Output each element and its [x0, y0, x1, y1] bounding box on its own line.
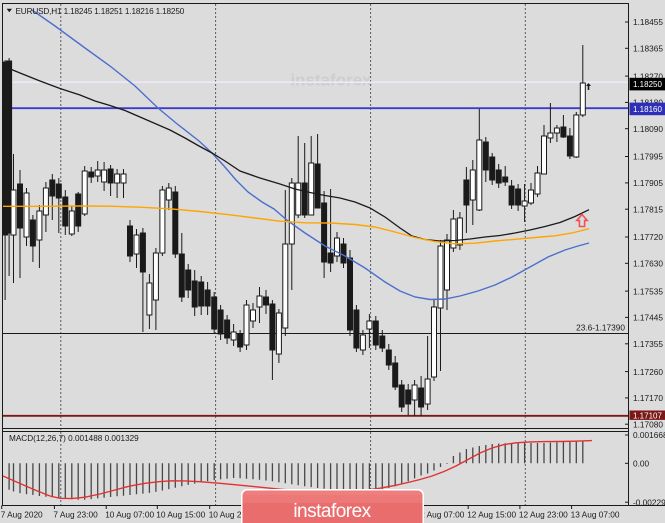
svg-text:1.18365: 1.18365 [633, 44, 663, 54]
svg-text:10 Aug 07:00: 10 Aug 07:00 [105, 510, 154, 520]
svg-text:10 Aug 15:00: 10 Aug 15:00 [156, 510, 205, 520]
svg-text:EURUSD,H1 1.18245 1.18251 1.18: EURUSD,H1 1.18245 1.18251 1.18216 1.1825… [16, 7, 185, 16]
svg-text:instaforex: instaforex [290, 71, 372, 90]
svg-text:1.18250: 1.18250 [633, 80, 662, 89]
svg-text:10 Aug 23:00: 10 Aug 23:00 [209, 510, 258, 520]
svg-text:12 Aug 15:00: 12 Aug 15:00 [467, 510, 516, 520]
svg-text:1.18270: 1.18270 [633, 71, 663, 81]
svg-text:1.17630: 1.17630 [633, 259, 663, 269]
svg-text:1.17535: 1.17535 [633, 286, 663, 296]
svg-text:1.17170: 1.17170 [633, 393, 663, 403]
svg-text:1.17260: 1.17260 [633, 367, 663, 377]
svg-text:1.17107: 1.17107 [633, 411, 662, 420]
svg-text:1.18455: 1.18455 [633, 17, 663, 27]
svg-text:1.18090: 1.18090 [633, 124, 663, 134]
svg-text:1.17995: 1.17995 [633, 152, 663, 162]
svg-text:instaforex: instaforex [293, 501, 371, 522]
svg-text:0.001668: 0.001668 [633, 430, 665, 440]
svg-text:12 Aug 23:00: 12 Aug 23:00 [519, 510, 568, 520]
svg-text:0.00: 0.00 [633, 459, 650, 469]
svg-text:1.17355: 1.17355 [633, 339, 663, 349]
svg-text:12 Aug 07:00: 12 Aug 07:00 [416, 510, 465, 520]
svg-text:7 Aug 2020: 7 Aug 2020 [1, 510, 43, 520]
svg-text:7 Aug 23:00: 7 Aug 23:00 [53, 510, 98, 520]
svg-text:13 Aug 07:00: 13 Aug 07:00 [571, 510, 620, 520]
svg-text:23.6-1.17390: 23.6-1.17390 [576, 323, 625, 333]
svg-text:1.17720: 1.17720 [633, 232, 663, 242]
svg-text:1.17080: 1.17080 [633, 419, 663, 429]
svg-text:1.17445: 1.17445 [633, 313, 663, 323]
svg-text:MACD(12,26,7) 0.001488 0.00132: MACD(12,26,7) 0.001488 0.001329 [9, 434, 139, 443]
svg-text:-0.002293: -0.002293 [633, 497, 665, 507]
svg-text:1.17905: 1.17905 [633, 178, 663, 188]
svg-text:1.17815: 1.17815 [633, 204, 663, 214]
svg-text:1.18160: 1.18160 [633, 105, 662, 114]
